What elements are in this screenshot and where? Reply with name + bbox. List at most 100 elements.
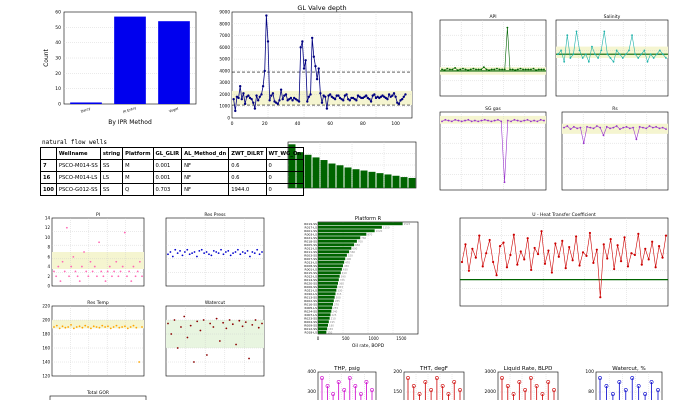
gl-valve-point	[238, 85, 242, 88]
rs-point	[622, 126, 625, 129]
table-cell: NF	[181, 183, 230, 196]
platform-r-bar	[318, 271, 341, 275]
platform-r-category-label: R004-SS	[304, 320, 317, 324]
watercut-pct-ytick-label: 80	[588, 389, 594, 395]
heat-transfer-point	[661, 256, 664, 259]
platform-r-bar	[318, 330, 327, 334]
pi-point	[70, 265, 73, 268]
heat-transfer-point	[460, 260, 464, 264]
platform-r-value-label: 1150	[383, 225, 390, 229]
heat-transfer-point	[588, 231, 592, 235]
pi-band	[52, 252, 144, 269]
heat-transfer-point	[602, 243, 605, 246]
heat-transfer-point	[633, 253, 636, 257]
table-header-row: Wellname string Platform GL_GLIR AL_Method_d…	[40, 147, 305, 160]
res-temp-band	[52, 320, 144, 329]
res-press-point	[249, 255, 251, 258]
api-title: API	[489, 14, 496, 20]
watercut-small-point	[254, 319, 257, 321]
platform-r-category-label: R009-SS	[304, 323, 317, 327]
res-press-point	[256, 248, 259, 251]
res-temp-point	[141, 326, 143, 328]
heat-transfer-point	[606, 257, 609, 260]
pi-point	[76, 275, 79, 278]
gl-valve-point	[342, 99, 345, 102]
watercut-small-point	[199, 329, 202, 332]
gl-valve-ytick-label: 5000	[219, 57, 230, 62]
gl-valve-point	[250, 97, 253, 101]
res-press-point	[179, 249, 181, 252]
rs-point	[619, 128, 621, 131]
platform-r-value-label: 430	[343, 267, 348, 271]
platform-small-bar	[352, 169, 360, 188]
gl-valve-point	[392, 92, 396, 95]
salinity-point	[566, 34, 569, 37]
watercut-small-point	[218, 340, 221, 342]
sg-gas-point	[529, 120, 532, 123]
platform-r-category-label: R011-SS	[304, 250, 317, 254]
tht-marker	[440, 384, 445, 388]
api-point	[441, 68, 443, 71]
watercut-pct-marker	[604, 384, 609, 388]
watercut-small-point	[251, 324, 254, 326]
platform-r-category-label: R012-SS	[304, 327, 317, 331]
table-body: 7 PSCO-M014-SS SS M 0.001 NF 0.6 0 16 PSCO-M014-L…	[40, 159, 305, 196]
platform-small-bar	[320, 160, 328, 188]
thp-marker	[370, 388, 374, 392]
pi-point	[134, 275, 137, 278]
platform-r-value-label: 520	[348, 253, 353, 257]
platform-r-value-label: 870	[367, 232, 372, 236]
res-press-point	[196, 255, 198, 258]
pi-point	[104, 280, 107, 283]
res-press-point	[198, 249, 201, 252]
platform-r-bar	[318, 309, 332, 313]
heat-transfer-point	[495, 274, 498, 277]
platform-r-value-label: 360	[339, 281, 344, 285]
heat-transfer-point	[467, 269, 471, 272]
pi-title: PI	[96, 212, 100, 218]
heat-transfer-point	[626, 265, 630, 268]
ipr-ytick-label: 10	[55, 86, 61, 92]
gl-valve-ytick-label: 6000	[219, 45, 230, 50]
tht-marker	[429, 388, 434, 392]
sg-gas-title: SG gas	[485, 106, 501, 112]
watercut-small-point	[167, 322, 169, 325]
res-temp-point	[107, 325, 109, 328]
rs-point	[589, 126, 592, 129]
salinity-point	[640, 53, 643, 56]
heat-transfer-point	[554, 242, 557, 245]
watercut-small-point	[248, 357, 250, 360]
heat-transfer-point	[592, 261, 595, 264]
api-point	[451, 68, 454, 71]
platform-r-category-label: R002-SS	[304, 299, 317, 303]
sg-gas-point	[467, 118, 470, 121]
pi-ytick-label: 10	[45, 235, 51, 240]
ipr-ytick-label: 20	[55, 71, 61, 77]
api-point	[511, 68, 514, 71]
pi-point	[121, 265, 124, 268]
salinity-point	[643, 49, 646, 52]
pi-point	[85, 270, 88, 273]
table-header-cell: ZWT_DiLRT	[228, 147, 267, 160]
gl-valve-ytick-label: 2000	[219, 92, 230, 97]
res-press-point	[253, 252, 256, 255]
platform-small-bar	[408, 177, 416, 188]
pi-point	[81, 265, 83, 268]
api-point	[464, 68, 467, 71]
res-temp-point	[70, 324, 72, 326]
gl-valve-point	[268, 99, 271, 102]
pi-ytick-label: 0	[47, 284, 50, 289]
liquid-rate-marker	[505, 384, 510, 388]
pi-point	[136, 270, 139, 273]
rs-point	[665, 128, 667, 131]
watercut-small-point	[238, 319, 241, 322]
platform-small-bar	[376, 173, 384, 188]
ipr-bar	[114, 16, 146, 105]
gl-valve-point	[404, 93, 407, 96]
pi-point	[106, 270, 109, 273]
api-point	[475, 68, 477, 71]
gl-valve-point	[252, 101, 255, 104]
table-cell: M	[122, 159, 154, 172]
api-point	[537, 68, 540, 71]
salinity-point	[597, 57, 600, 59]
